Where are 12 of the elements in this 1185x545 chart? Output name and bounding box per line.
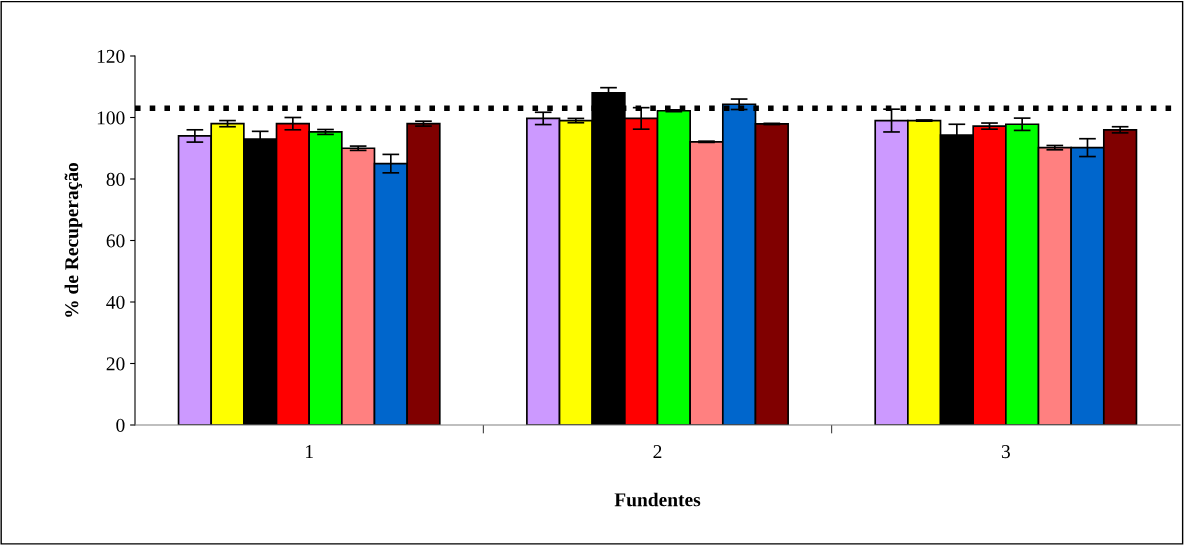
x-tick-label: 2: [653, 445, 662, 458]
x-tick-label: 3: [1001, 445, 1010, 459]
y-tick-label: 80: [106, 172, 125, 186]
x-axis-title: Fundentes: [614, 492, 701, 507]
x-tick-label: 1: [306, 445, 313, 458]
y-tick-label: 20: [106, 357, 125, 371]
y-tick-label: 0: [116, 418, 125, 432]
y-tick-label: 100: [97, 111, 125, 125]
y-axis-title: % de Recuperação: [64, 162, 83, 317]
y-tick-label: 40: [106, 295, 125, 309]
y-tick-label: 60: [106, 234, 125, 248]
y-tick-label: 120: [97, 49, 125, 63]
